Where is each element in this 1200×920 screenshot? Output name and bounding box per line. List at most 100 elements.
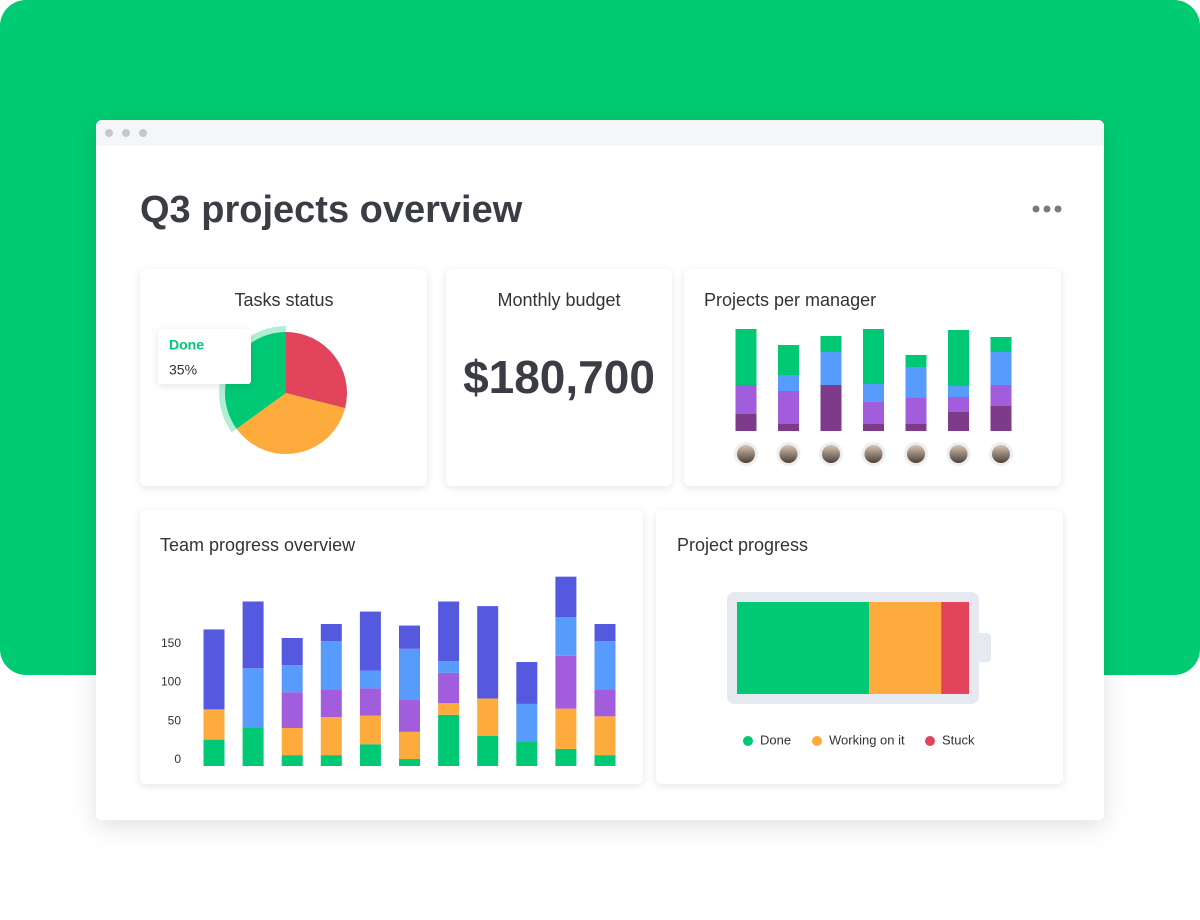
- title-bar: [96, 120, 1104, 146]
- bar-segment: [399, 625, 420, 649]
- legend-label: Stuck: [942, 732, 975, 747]
- bar-segment: [516, 662, 538, 704]
- bar-segment: [905, 398, 927, 424]
- pie-slice: [286, 331, 348, 409]
- bar-segment: [594, 716, 616, 756]
- card-title: Monthly budget: [497, 290, 620, 310]
- legend-dot: [812, 736, 822, 746]
- menu-dot[interactable]: [1054, 205, 1062, 213]
- bar-segment: [320, 641, 342, 690]
- menu-dot[interactable]: [1043, 205, 1051, 213]
- bar-segment: [320, 623, 342, 642]
- bar-segment: [948, 330, 969, 386]
- bar-segment: [281, 727, 303, 756]
- bar-segment: [990, 337, 1012, 352]
- bar-segment: [990, 385, 1012, 406]
- bar-segment: [555, 576, 577, 618]
- card-title: Tasks status: [234, 290, 333, 310]
- bar-segment: [320, 717, 342, 756]
- bar-segment: [820, 336, 842, 352]
- more-menu[interactable]: [1032, 205, 1062, 213]
- avatar-face: [992, 445, 1010, 463]
- progress-segment: [941, 602, 969, 694]
- bar-segment: [555, 748, 577, 766]
- bar-segment: [242, 727, 264, 766]
- avatar-face: [737, 445, 755, 463]
- bar-segment: [281, 665, 303, 693]
- card-title: Project progress: [677, 535, 808, 555]
- legend-label: Done: [760, 732, 791, 747]
- y-tick-label: 50: [168, 713, 182, 727]
- bar-segment: [359, 611, 381, 671]
- bar-segment: [735, 385, 757, 414]
- bar-segment: [735, 329, 757, 385]
- bar-segment: [863, 402, 884, 424]
- bar-segment: [555, 708, 577, 749]
- bar-segment: [948, 397, 969, 412]
- y-tick-label: 150: [161, 636, 181, 650]
- y-tick-label: 100: [161, 675, 181, 689]
- bar-segment: [948, 386, 969, 397]
- bar-segment: [990, 352, 1012, 385]
- progress-segment: [869, 602, 942, 694]
- bar-segment: [438, 714, 460, 766]
- bar-segment: [320, 755, 342, 766]
- window-dot: [122, 129, 130, 137]
- card-title: Projects per manager: [704, 290, 876, 310]
- bar-segment: [438, 672, 460, 704]
- bar-segment: [863, 329, 884, 384]
- y-tick-label: 0: [174, 752, 181, 766]
- bar-segment: [359, 688, 381, 716]
- bar-segment: [359, 670, 381, 689]
- bar-segment: [863, 384, 884, 402]
- avatar-face: [864, 445, 883, 463]
- bar-segment: [905, 367, 927, 398]
- menu-dot[interactable]: [1032, 205, 1040, 213]
- bar-segment: [477, 698, 499, 736]
- bar-segment: [735, 414, 757, 431]
- bar-segment: [203, 629, 225, 710]
- legend-dot: [925, 736, 935, 746]
- bar-segment: [399, 700, 420, 732]
- bar-segment: [594, 689, 616, 717]
- progress-segment: [737, 602, 870, 694]
- pie-slice: [236, 393, 346, 454]
- bar-segment: [948, 412, 969, 431]
- bar-segment: [820, 385, 842, 431]
- tooltip: [158, 329, 251, 384]
- page-title: Q3 projects overview: [140, 189, 523, 231]
- legend-label: Working on it: [829, 732, 905, 747]
- bar-segment: [359, 744, 381, 766]
- bar-segment: [320, 689, 342, 718]
- bar-segment: [242, 601, 264, 669]
- legend-dot: [743, 736, 753, 746]
- avatar-face: [779, 445, 798, 463]
- avatar-face: [822, 445, 840, 463]
- card: [446, 269, 672, 486]
- bar-segment: [594, 755, 616, 766]
- bar-segment: [990, 406, 1012, 431]
- bar-segment: [516, 703, 538, 742]
- bar-segment: [281, 692, 303, 728]
- bar-segment: [438, 661, 460, 673]
- bar-segment: [281, 637, 303, 666]
- bar-segment: [399, 731, 420, 760]
- bar-segment: [242, 668, 264, 728]
- bar-segment: [863, 424, 884, 431]
- avatar-face: [907, 445, 925, 463]
- bar-segment: [555, 655, 577, 709]
- bar-segment: [438, 703, 460, 715]
- bar-segment: [438, 601, 460, 662]
- bar-segment: [203, 709, 225, 740]
- bar-segment: [555, 617, 577, 656]
- bar-segment: [281, 755, 303, 766]
- tooltip-value: 35%: [169, 362, 197, 378]
- bar-segment: [905, 424, 927, 431]
- bar-segment: [477, 735, 499, 766]
- bar-segment: [594, 623, 616, 642]
- bar-segment: [594, 641, 616, 690]
- bar-segment: [516, 741, 538, 766]
- window-dot: [139, 129, 147, 137]
